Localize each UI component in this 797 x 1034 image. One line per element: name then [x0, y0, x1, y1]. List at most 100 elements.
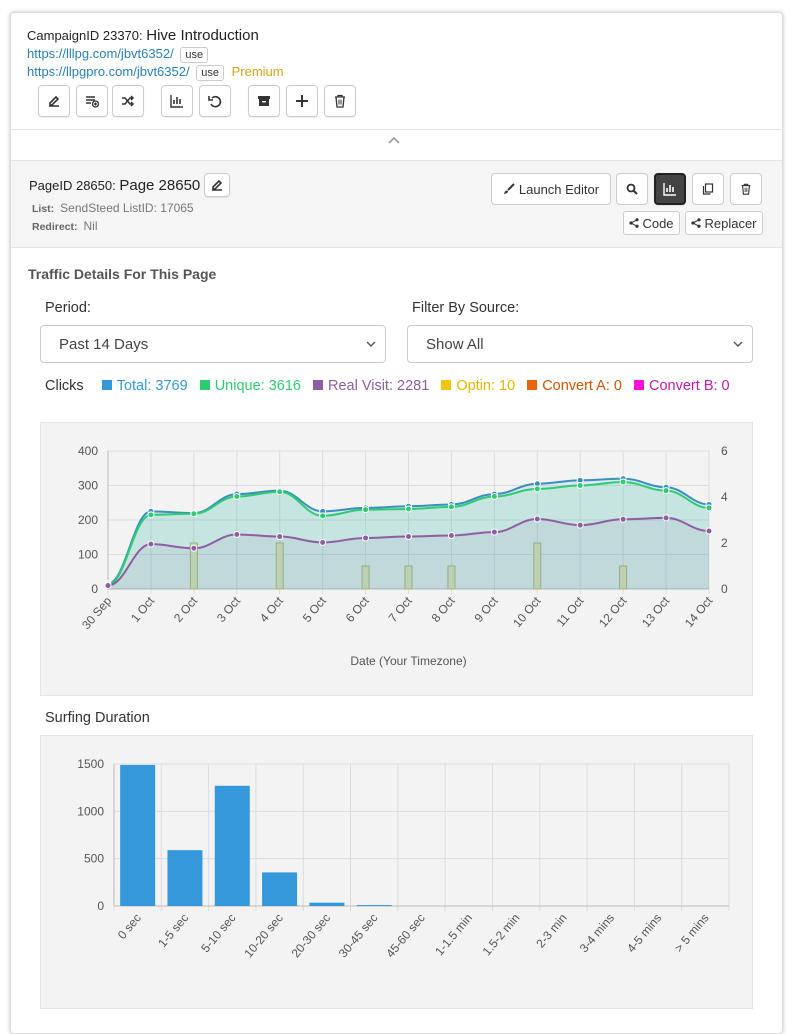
launch-editor-button[interactable]: Launch Editor	[491, 173, 611, 205]
legend-item[interactable]: Convert A: 0	[527, 378, 622, 394]
x-axis-title: Date (Your Timezone)	[350, 654, 466, 668]
x-tick-label: 10-20 sec	[241, 911, 286, 960]
clicks-label: Clicks	[45, 378, 84, 394]
data-point	[405, 533, 412, 541]
edit-icon	[212, 179, 223, 191]
data-point	[533, 515, 541, 523]
optin-bar	[619, 565, 628, 590]
campaign-url-2[interactable]: https://llpgpro.com/jbvt6352/	[27, 64, 190, 79]
source-label: Filter By Source:	[412, 300, 520, 316]
optin-bar	[361, 565, 370, 590]
data-point	[190, 544, 198, 552]
undo-icon	[208, 95, 222, 108]
delete-campaign-button[interactable]	[324, 85, 356, 117]
page-title: PageID 28650: Page 28650	[29, 177, 200, 194]
brush-icon	[503, 183, 515, 194]
duration-chart-svg: 0 500 1000 1500 0 sec 1-5 sec 5-10 sec 10-20 se…	[77, 757, 730, 960]
optin-bar	[533, 542, 542, 590]
period-select[interactable]: Past 14 Days	[40, 325, 386, 363]
duration-bar	[309, 902, 345, 906]
delete-page-button[interactable]	[730, 173, 762, 205]
stats-button[interactable]	[654, 173, 686, 205]
y-tick-label: 200	[78, 513, 98, 527]
x-tick-label: 30 Sep	[79, 594, 114, 632]
x-tick-label: 8 Oct	[429, 593, 459, 624]
x-tick-label: > 5 mins	[672, 911, 712, 955]
add-button[interactable]	[286, 85, 318, 117]
campaign-url-1[interactable]: https://lllpg.com/jbvt6352/	[27, 46, 174, 61]
campaign-card: CampaignID 23370: Hive Introduction http…	[10, 12, 783, 1034]
edit-page-button[interactable]	[204, 173, 230, 197]
source-select[interactable]: Show All	[407, 325, 753, 363]
stats-button[interactable]	[161, 85, 193, 117]
trash-icon	[335, 94, 345, 108]
x-tick-label: 45-60 sec	[383, 911, 428, 960]
surfing-duration-title: Surfing Duration	[45, 710, 150, 726]
redirect-label: Redirect:	[32, 221, 78, 233]
legend-item[interactable]: Convert B: 0	[634, 378, 730, 394]
duration-chart: 0 500 1000 1500 0 sec 1-5 sec 5-10 sec 10-20 se…	[40, 735, 753, 1009]
data-point	[533, 485, 541, 493]
y2-tick-label: 2	[721, 536, 728, 550]
x-tick-label: 12 Oct	[596, 593, 630, 630]
x-tick-label: 13 Oct	[639, 593, 673, 630]
shuffle-button[interactable]	[112, 85, 144, 117]
legend-item[interactable]: Real Visit: 2281	[312, 378, 429, 394]
x-tick-label: 2-3 min	[533, 911, 569, 951]
add-list-icon	[86, 96, 99, 108]
archive-button[interactable]	[248, 85, 280, 117]
search-button[interactable]	[616, 173, 648, 205]
x-tick-label: 1-5 sec	[155, 911, 191, 950]
add-list-button[interactable]	[76, 85, 108, 117]
duration-bar	[262, 872, 298, 906]
duration-bar	[167, 850, 203, 906]
data-point	[362, 506, 370, 514]
use-url-2-button[interactable]: use	[196, 65, 224, 81]
data-point	[619, 478, 627, 486]
source-value: Show All	[426, 335, 484, 353]
y2-tick-label: 6	[721, 444, 728, 458]
clicks-chart: 0 100 200 300 400 0 2 4 6 30 Sep 1 Oct 2 Oct 3 Oct 4 …	[40, 422, 753, 696]
code-button[interactable]: Code	[623, 211, 680, 235]
data-point	[276, 533, 284, 541]
data-point	[619, 515, 627, 523]
undo-button[interactable]	[199, 85, 231, 117]
code-label: Code	[642, 215, 674, 231]
optin-bar	[404, 565, 413, 590]
replacer-button[interactable]: Replacer	[685, 211, 763, 235]
archive-icon	[258, 96, 270, 106]
x-tick-label: 3 Oct	[214, 593, 244, 624]
legend-item[interactable]: Optin: 10	[441, 378, 515, 394]
list-info: List: SendSteed ListID: 17065	[32, 201, 194, 215]
legend-item[interactable]: Unique: 3616	[199, 378, 301, 394]
x-tick-label: 5-10 sec	[198, 911, 238, 955]
data-point	[705, 504, 713, 512]
data-point	[447, 503, 455, 511]
data-point	[662, 487, 670, 495]
data-point	[447, 532, 455, 540]
page-id-label: PageID 28650:	[29, 178, 116, 193]
data-point	[576, 482, 584, 489]
x-tick-label: 20-30 sec	[289, 911, 334, 960]
chevron-up-icon[interactable]	[387, 135, 401, 145]
legend-item[interactable]: Total: 3769	[101, 378, 188, 394]
y-tick-label: 400	[78, 444, 98, 458]
data-point	[319, 538, 327, 546]
data-point	[705, 527, 713, 535]
page-panel: PageID 28650: Page 28650 List: SendSteed …	[11, 160, 782, 248]
use-url-1-button[interactable]: use	[180, 47, 209, 63]
period-label: Period:	[45, 300, 91, 316]
edit-campaign-button[interactable]	[38, 85, 70, 117]
data-point	[490, 493, 498, 501]
x-tick-label: 30-45 sec	[336, 911, 381, 960]
premium-label: Premium	[231, 64, 284, 79]
y2-tick-label: 0	[721, 582, 728, 596]
plus-icon	[296, 95, 308, 107]
copy-button[interactable]	[692, 173, 724, 205]
duration-bar	[120, 764, 156, 906]
campaign-title: CampaignID 23370: Hive Introduction	[27, 27, 259, 44]
redirect-value: Nil	[83, 219, 98, 233]
x-tick-label: 2 Oct	[171, 593, 201, 624]
x-tick-label: 14 Oct	[682, 593, 716, 630]
y-tick-label: 500	[84, 852, 104, 866]
